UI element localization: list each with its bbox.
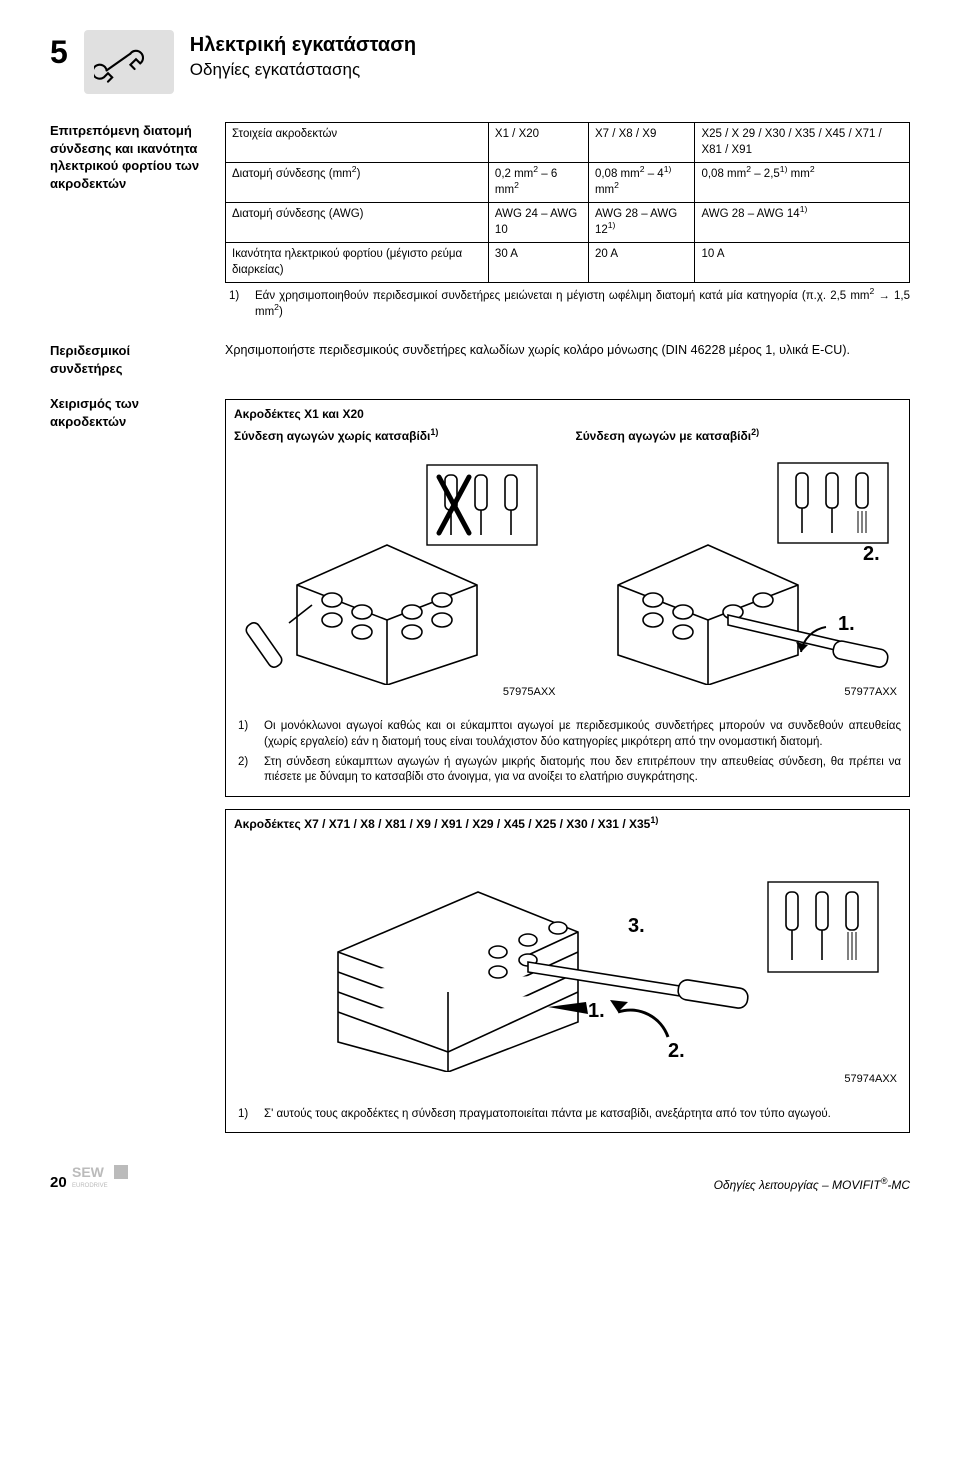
- image-code: 57975AXX: [234, 685, 560, 700]
- terminal-block-screwdriver-icon: 2. 1.: [578, 455, 898, 685]
- footnote: 1) Σ' αυτούς τους ακροδέκτες η σύνδεση π…: [238, 1107, 901, 1123]
- section-handling: Χειρισμός των ακροδεκτών Ακροδέκτες X1 κ…: [50, 395, 910, 1133]
- section-label: Περιδεσμικοί συνδετήρες: [50, 342, 205, 377]
- footnote-marker: 1): [238, 719, 256, 750]
- footnote-text: Σ' αυτούς τους ακροδέκτες η σύνδεση πραγ…: [264, 1107, 831, 1123]
- section-body: Στοιχεία ακροδεκτών X1 / X20 X7 / X8 / X…: [225, 122, 910, 324]
- page-footer: 20 SEW EURODRIVE Οδηγίες λειτουργίας – M…: [50, 1163, 910, 1193]
- section-body: Ακροδέκτες X1 και X20 Σύνδεση αγωγών χωρ…: [225, 395, 910, 1133]
- footnote-text: Στη σύνδεση εύκαμπτων αγωγών ή αγωγών μι…: [264, 755, 901, 786]
- page-number-block: 20 SEW EURODRIVE: [50, 1163, 132, 1193]
- step-3-label: 3.: [628, 915, 645, 937]
- wrench-icon: [84, 30, 174, 94]
- cell: 0,2 mm2 – 6 mm2: [488, 163, 588, 203]
- cell: Ικανότητα ηλεκτρικού φορτίου (μέγιστο ρε…: [226, 243, 489, 283]
- terminals-table: Στοιχεία ακροδεκτών X1 / X20 X7 / X8 / X…: [225, 122, 910, 283]
- footnote-marker: 2): [238, 755, 256, 786]
- section-label: Επιτρεπόμενη διατομή σύνδεσης και ικανότ…: [50, 122, 205, 324]
- table-row: Διατομή σύνδεσης (mm2) 0,2 mm2 – 6 mm2 0…: [226, 163, 910, 203]
- box-footnotes: 1) Οι μονόκλωνοι αγωγοί καθώς και οι εύκ…: [226, 707, 909, 795]
- footnotes: 1) Εάν χρησιμοποιηθούν περιδεσμικοί συνδ…: [225, 289, 910, 320]
- footnote: 1) Εάν χρησιμοποιηθούν περιδεσμικοί συνδ…: [229, 289, 910, 320]
- step-2-label: 2.: [863, 543, 880, 565]
- small-terminal-block-screwdriver-icon: 3. 1. 2.: [248, 842, 888, 1072]
- page-subtitle: Οδηγίες εγκατάστασης: [190, 59, 416, 82]
- section-label: Χειρισμός των ακροδεκτών: [50, 395, 205, 1133]
- footnote-marker: 1): [229, 289, 247, 320]
- cell: 10 A: [695, 243, 910, 283]
- cell: 0,08 mm2 – 2,51) mm2: [695, 163, 910, 203]
- th: X25 / X 29 / X30 / X35 / X45 / X71 / X81…: [695, 123, 910, 163]
- footnote-text: Οι μονόκλωνοι αγωγοί καθώς και οι εύκαμπ…: [264, 719, 901, 750]
- image-code: 57977AXX: [576, 685, 902, 700]
- footnote-text: Εάν χρησιμοποιηθούν περιδεσμικοί συνδετή…: [255, 289, 910, 320]
- terminals-box-x1-x20: Ακροδέκτες X1 και X20 Σύνδεση αγωγών χωρ…: [225, 399, 910, 796]
- illustration-right: 2. 1. 57977AXX: [568, 451, 910, 708]
- step-1-label: 1.: [838, 613, 855, 635]
- page-number: 20: [50, 1174, 67, 1191]
- table-row: Ικανότητα ηλεκτρικού φορτίου (μέγιστο ρε…: [226, 243, 910, 283]
- svg-text:EURODRIVE: EURODRIVE: [72, 1183, 108, 1189]
- page-header: 5 Ηλεκτρική εγκατάσταση Οδηγίες εγκατάστ…: [50, 30, 910, 94]
- section-body: Χρησιμοποιήστε περιδεσμικούς συνδετήρες …: [225, 342, 910, 377]
- th: Στοιχεία ακροδεκτών: [226, 123, 489, 163]
- image-code: 57974AXX: [234, 1072, 901, 1087]
- left-subtitle: Σύνδεση αγωγών χωρίς κατσαβίδι1): [226, 428, 568, 450]
- svg-text:SEW: SEW: [72, 1164, 105, 1180]
- footnote: 1) Οι μονόκλωνοι αγωγοί καθώς και οι εύκ…: [238, 719, 901, 750]
- illustration: 3. 1. 2. 57974AXX: [226, 838, 909, 1095]
- chapter-number: 5: [50, 30, 68, 68]
- cell: Διατομή σύνδεσης (mm2): [226, 163, 489, 203]
- header-titles: Ηλεκτρική εγκατάσταση Οδηγίες εγκατάστασ…: [190, 30, 416, 82]
- section-ferrules: Περιδεσμικοί συνδετήρες Χρησιμοποιήστε π…: [50, 342, 910, 377]
- step-2-label: 2.: [668, 1040, 685, 1062]
- page-title: Ηλεκτρική εγκατάσταση: [190, 32, 416, 59]
- step-1-label: 1.: [588, 1000, 605, 1022]
- section-capacity: Επιτρεπόμενη διατομή σύνδεσης και ικανότ…: [50, 122, 910, 324]
- cell: 20 A: [588, 243, 695, 283]
- cell: AWG 28 – AWG 141): [695, 203, 910, 243]
- terminals-box-x7-etc: Ακροδέκτες X7 / X71 / X8 / X81 / X9 / X9…: [225, 809, 910, 1134]
- cell: Διατομή σύνδεσης (AWG): [226, 203, 489, 243]
- th: X7 / X8 / X9: [588, 123, 695, 163]
- box-title: Ακροδέκτες X7 / X71 / X8 / X81 / X9 / X9…: [226, 810, 909, 838]
- box-footnotes: 1) Σ' αυτούς τους ακροδέκτες η σύνδεση π…: [226, 1095, 909, 1133]
- cell: 0,08 mm2 – 41) mm2: [588, 163, 695, 203]
- footnote-marker: 1): [238, 1107, 256, 1123]
- cell: AWG 24 – AWG 10: [488, 203, 588, 243]
- doc-title: Οδηγίες λειτουργίας – MOVIFIT®-MC: [714, 1177, 910, 1193]
- box-title: Ακροδέκτες X1 και X20: [226, 400, 909, 428]
- right-subtitle: Σύνδεση αγωγών με κατσαβίδι2): [568, 428, 910, 450]
- table-row: Διατομή σύνδεσης (AWG) AWG 24 – AWG 10 A…: [226, 203, 910, 243]
- cell: 30 A: [488, 243, 588, 283]
- th: X1 / X20: [488, 123, 588, 163]
- terminal-block-no-screwdriver-icon: [237, 455, 557, 685]
- sew-logo-icon: SEW EURODRIVE: [72, 1163, 132, 1193]
- footnote: 2) Στη σύνδεση εύκαμπτων αγωγών ή αγωγών…: [238, 755, 901, 786]
- illustration-left: 57975AXX: [226, 451, 568, 708]
- cell: AWG 28 – AWG 121): [588, 203, 695, 243]
